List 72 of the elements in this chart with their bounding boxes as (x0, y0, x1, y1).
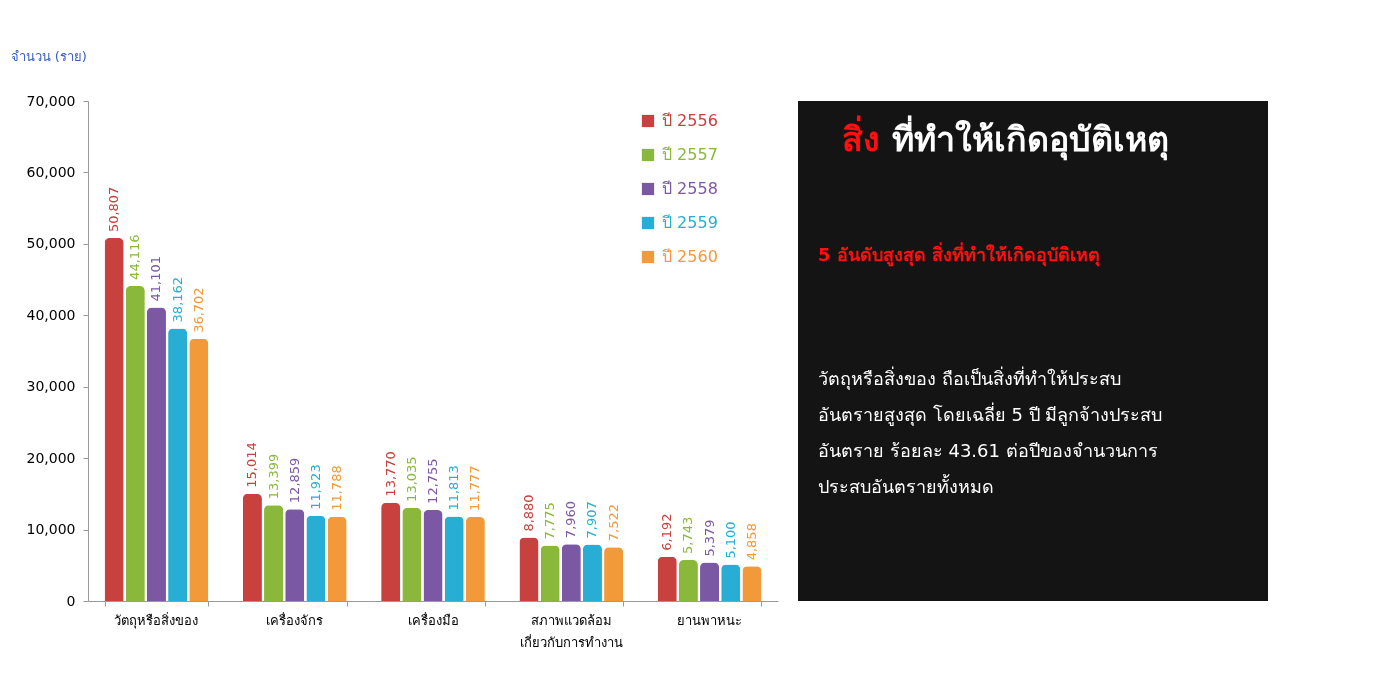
bar (125, 285, 145, 601)
bar (604, 547, 624, 601)
text: วัตถุหรือสิ่งของ ถือเป็นสิ่งที่ทำให้ประสบ อันตรายสูงสุด โดยเฉลี่ย 5 ปี มีลูกจ้างประสบ อันตราย ร้อยละ 43.61 ต่อปีของจำนวนการ ประสบอันตรายทั้งหมด (818, 366, 1163, 497)
data-label: 5,379 (701, 519, 717, 557)
data-label: 13,399 (265, 453, 281, 500)
data-label: 7,907 (584, 501, 600, 539)
bar (423, 509, 443, 601)
y-tick-label: 50,000 (26, 235, 76, 252)
y-tick-label: 60,000 (26, 163, 76, 180)
bar (540, 545, 560, 601)
data-label: 11,788 (329, 465, 345, 511)
y-tick-label: 0 (66, 592, 76, 609)
bar (678, 559, 698, 601)
data-label: 50,807 (106, 186, 122, 233)
data-label: 44,116 (127, 234, 143, 280)
bar (444, 516, 464, 601)
data-label: 12,755 (425, 458, 440, 504)
y-tick-label: 10,000 (26, 521, 76, 538)
data-label: 15,014 (244, 442, 260, 488)
y-tick-label: 20,000 (26, 449, 76, 466)
x-tick-label: วัตถุหรือสิ่งของ (114, 612, 199, 629)
bar (168, 328, 188, 601)
data-label: 5,743 (680, 516, 696, 554)
bar (146, 307, 166, 601)
bar (519, 537, 539, 601)
bar (561, 544, 581, 601)
y-tick-label: 30,000 (26, 378, 76, 395)
text: สิ่ง ที่ทำให้เกิดอุบัติเหตุ (842, 115, 1169, 161)
data-label: 38,162 (169, 276, 185, 323)
data-label: 6,192 (659, 513, 675, 551)
bar (306, 515, 326, 601)
bar (242, 493, 262, 601)
legend-label: ปี 2556 (662, 111, 718, 130)
data-label: 5,100 (722, 521, 738, 559)
y-tick-label: 70,000 (26, 92, 76, 109)
bar (402, 507, 422, 601)
bar (285, 509, 305, 601)
bar (657, 556, 677, 601)
data-label: 41,101 (148, 255, 164, 302)
data-label: 7,775 (542, 502, 558, 540)
data-label: 13,035 (403, 456, 419, 502)
data-label: 11,777 (467, 465, 483, 511)
bar (381, 502, 401, 601)
legend-label: ปี 2557 (662, 145, 718, 164)
bar (721, 564, 741, 601)
legend-label: ปี 2560 (662, 247, 718, 266)
data-label: 11,923 (307, 464, 323, 510)
y-axis-title: จำนวน (ราย) (10, 48, 87, 64)
legend-label: ปี 2558 (662, 179, 718, 198)
text: 5 อันดับสูงสุด สิ่งที่ทำให้เกิดอุบัติเหตุ (818, 242, 1101, 267)
data-label: 12,859 (286, 457, 302, 504)
data-label: 8,880 (520, 494, 536, 532)
data-label: 36,702 (190, 287, 206, 333)
x-tick-label: เครื่องมือ (407, 612, 459, 628)
data-label: 13,770 (382, 451, 398, 497)
bar (465, 516, 485, 601)
bar (189, 338, 209, 601)
x-tick-label: ยานพาหนะ (677, 613, 743, 628)
bar (582, 544, 602, 601)
data-label: 7,960 (563, 500, 579, 539)
bar (104, 238, 124, 601)
bar (742, 566, 762, 601)
bar (327, 516, 347, 601)
data-label: 11,813 (446, 465, 462, 511)
data-label: 7,522 (605, 504, 621, 542)
bar (700, 562, 720, 601)
legend-label: ปี 2559 (662, 213, 718, 232)
x-tick-label: สภาพแวดล้อม เกี่ยวกับการทำงาน (519, 613, 623, 650)
data-label: 4,858 (743, 523, 759, 561)
bar (264, 505, 284, 601)
x-tick-label: เครื่องจักร (266, 612, 324, 628)
y-tick-label: 40,000 (26, 306, 76, 323)
